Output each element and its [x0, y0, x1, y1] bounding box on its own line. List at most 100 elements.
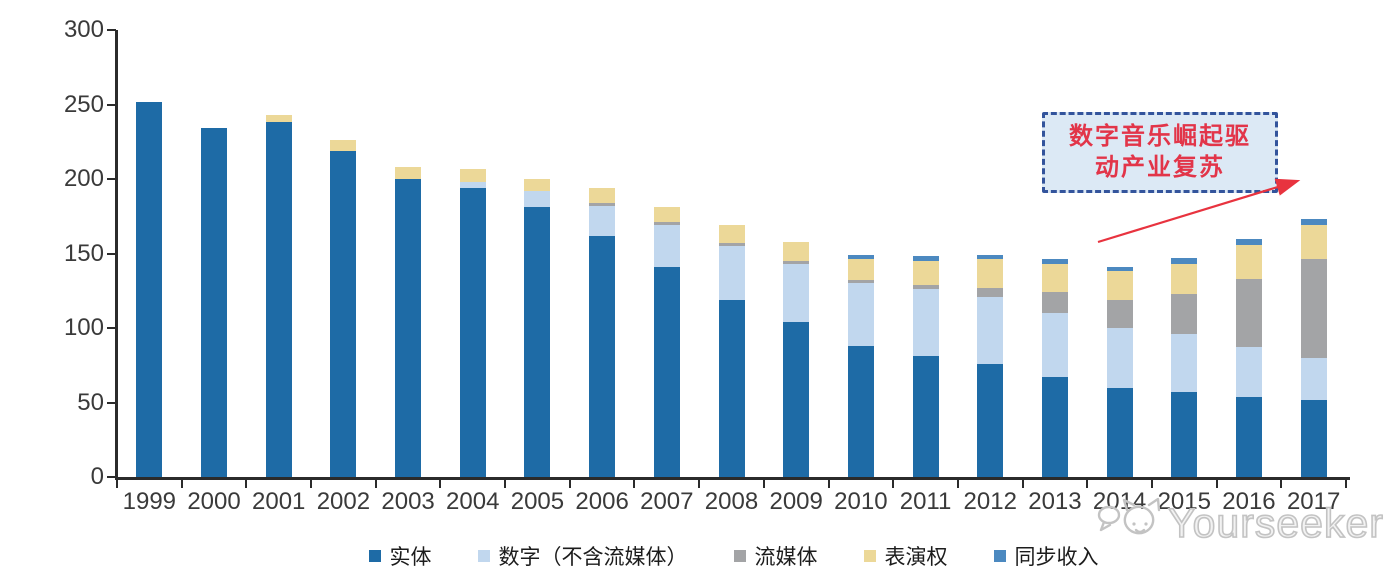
bar-segment-2000: [201, 128, 228, 477]
x-axis-tick-mark: [116, 480, 118, 488]
x-axis-tick-label: 2017: [1286, 488, 1341, 515]
x-axis-tick-mark: [568, 480, 571, 488]
bar-segment-2008: [718, 299, 745, 477]
annotation-text-line2: 动产业复苏: [1095, 154, 1225, 181]
x-axis-tick-label: 2009: [769, 488, 823, 515]
bar-segment-2017: [1300, 357, 1327, 400]
legend-item: 数字（不含流媒体）: [477, 541, 688, 571]
x-axis-tick-mark: [1021, 480, 1024, 488]
x-axis-tick-label: 1999: [122, 488, 177, 515]
y-axis-tick-label: 0: [90, 463, 104, 490]
bar-segment-2017: [1300, 225, 1327, 260]
bar-segment-2013: [1041, 377, 1068, 477]
x-axis-tick-mark: [827, 480, 830, 488]
bar-segment-2015: [1171, 333, 1198, 393]
x-axis-tick-mark: [1150, 480, 1153, 488]
bar-segment-2008: [718, 225, 745, 244]
x-axis-tick-label: 2011: [899, 488, 952, 515]
bar-segment-2006: [589, 235, 616, 477]
bar-segment-2008: [718, 246, 745, 300]
x-axis-tick-label: 2015: [1157, 488, 1211, 515]
bar-segment-2004: [459, 187, 486, 477]
y-axis-tick-mark: [107, 103, 116, 106]
bar-segment-2011: [912, 256, 939, 261]
x-axis-tick-mark: [439, 480, 442, 488]
annotation-text-line1: 数字音乐崛起驱: [1069, 123, 1251, 150]
bar-segment-2003: [395, 167, 422, 179]
x-axis-tick-mark: [698, 480, 701, 488]
y-axis-line: [115, 30, 118, 479]
x-axis-tick-mark: [180, 480, 183, 488]
bar-segment-2009: [783, 241, 810, 261]
bar-segment-2014: [1106, 387, 1133, 477]
bar-segment-2015: [1171, 257, 1198, 264]
bar-segment-2011: [912, 289, 939, 357]
bar-segment-2016: [1235, 347, 1262, 397]
x-axis-tick-label: 2008: [704, 488, 759, 515]
legend-label: 数字（不含流媒体）: [498, 545, 688, 569]
x-axis-tick-label: 2001: [252, 488, 306, 515]
x-axis-tick-label: 2007: [640, 488, 694, 515]
x-axis-tick-label: 2012: [963, 488, 1017, 515]
bar-segment-2014: [1106, 266, 1133, 272]
bar-segment-2010: [847, 280, 874, 284]
watermark: Yourseeker: [1096, 496, 1384, 550]
y-axis-tick-mark: [107, 178, 116, 180]
bar-segment-2004: [459, 168, 486, 182]
y-axis-tick-label: 250: [63, 90, 104, 118]
bar-segment-2003: [395, 179, 422, 477]
x-axis-tick-mark: [1086, 480, 1089, 488]
legend-swatch-icon: [477, 550, 490, 562]
bar-segment-2017: [1300, 219, 1327, 226]
legend-item: 实体: [368, 541, 432, 571]
bar-segment-2005: [524, 190, 551, 208]
bar-segment-2011: [912, 356, 939, 477]
bar-segment-1999: [136, 101, 163, 477]
x-axis-tick-label: 2003: [381, 488, 435, 515]
bar-segment-2014: [1106, 328, 1133, 388]
bar-segment-2012: [977, 287, 1004, 297]
bar-segment-2010: [847, 345, 874, 477]
legend-item: 同步收入: [993, 541, 1099, 571]
bar-segment-2017: [1300, 259, 1327, 358]
legend-label: 表演权: [884, 545, 948, 569]
bar-segment-2012: [977, 296, 1004, 364]
bar-segment-2005: [524, 179, 551, 191]
x-axis-tick-mark: [762, 480, 765, 488]
bar-segment-2009: [783, 260, 810, 264]
x-axis-line: [115, 477, 1350, 480]
y-axis-tick-mark: [107, 401, 116, 404]
legend-label: 流媒体: [754, 545, 818, 569]
legend-swatch-icon: [863, 550, 876, 562]
bar-segment-2001: [265, 114, 292, 123]
bar-segment-2013: [1041, 313, 1068, 378]
y-axis-tick-mark: [107, 327, 116, 329]
y-axis-tick-label: 50: [77, 388, 104, 416]
x-axis-tick-mark: [633, 480, 636, 488]
x-axis-tick-mark: [310, 480, 313, 488]
x-axis-tick-label: 2006: [575, 488, 629, 515]
y-axis-tick-mark: [107, 252, 116, 255]
y-axis-tick-label: 100: [63, 314, 104, 341]
bar-segment-2013: [1041, 259, 1068, 264]
watermark-brand-text: Yourseeker: [1167, 499, 1384, 547]
bar-segment-2009: [783, 322, 810, 477]
y-axis-tick-label: 200: [63, 165, 104, 192]
legend-item: 表演权: [863, 541, 948, 571]
bar-segment-2012: [977, 254, 1004, 260]
x-axis-tick-label: 2000: [187, 488, 241, 515]
y-axis-tick-mark: [107, 29, 116, 31]
x-axis-tick-mark: [245, 480, 248, 488]
legend-label: 实体: [389, 545, 432, 569]
y-axis-tick-label: 300: [63, 16, 104, 43]
bar-segment-2011: [912, 260, 939, 285]
bar-segment-2017: [1300, 399, 1327, 477]
x-axis-tick-label: 2016: [1222, 488, 1276, 515]
x-axis-tick-mark: [1280, 480, 1283, 488]
bar-segment-2016: [1235, 244, 1262, 279]
bar-segment-2016: [1235, 396, 1262, 477]
bar-segment-2004: [459, 181, 486, 188]
bar-segment-2012: [977, 259, 1004, 288]
bar-segment-2007: [653, 222, 680, 226]
bar-segment-2006: [589, 202, 616, 206]
